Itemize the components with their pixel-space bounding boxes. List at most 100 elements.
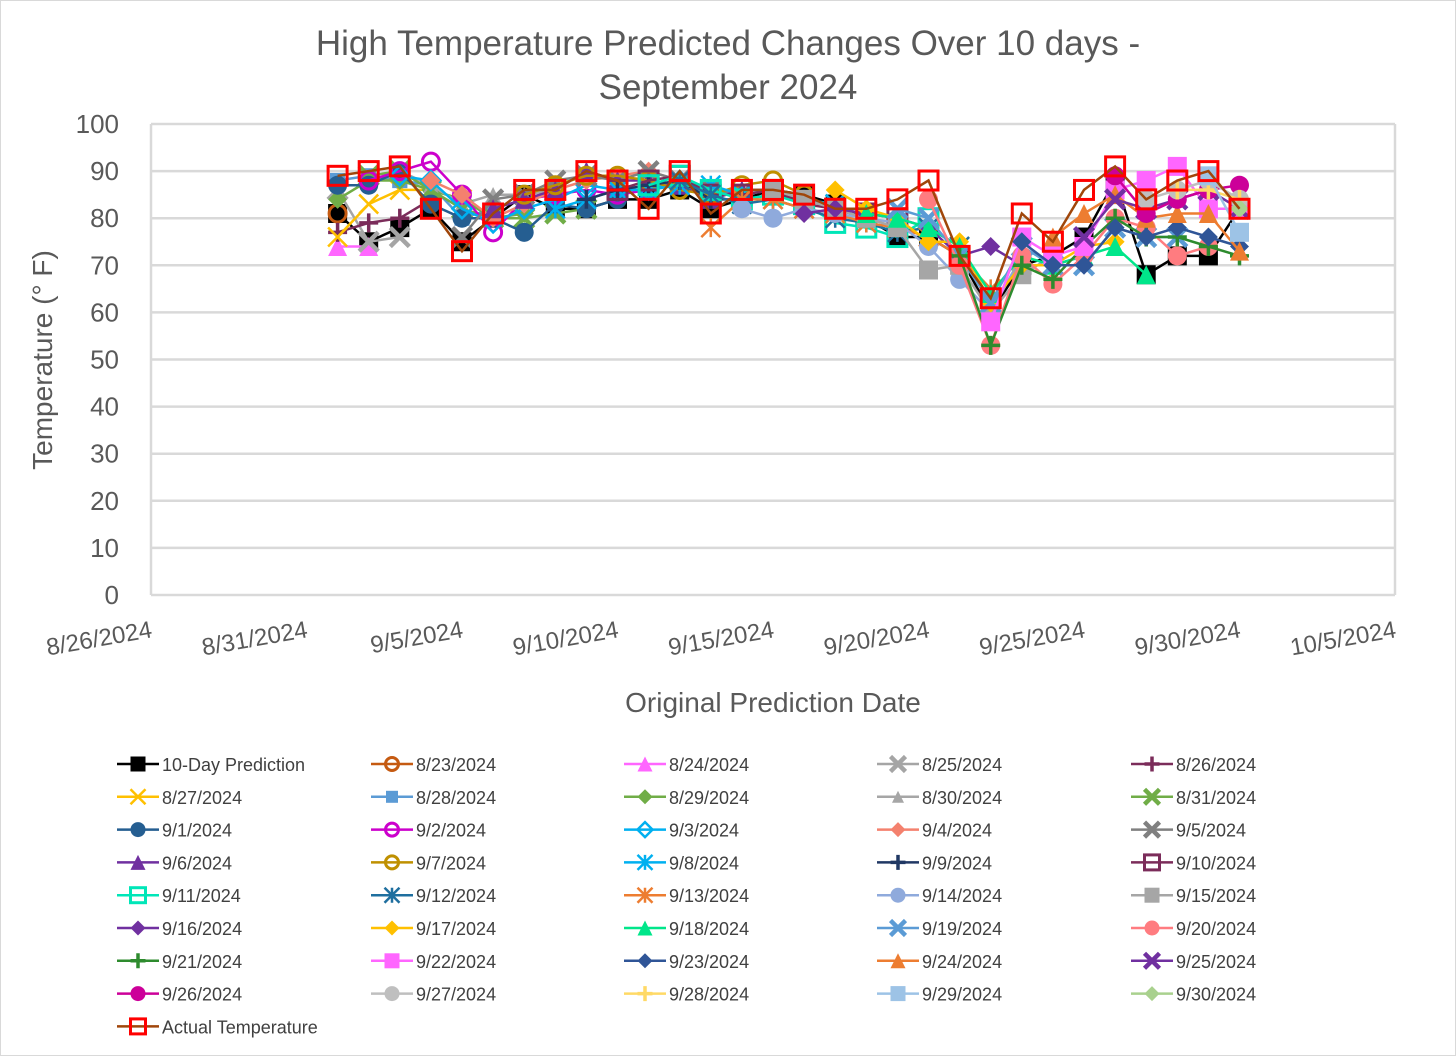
data-point <box>1073 178 1095 201</box>
legend-label: 9/8/2024 <box>669 853 739 873</box>
data-point <box>763 208 783 228</box>
legend-label: 9/28/2024 <box>669 985 749 1005</box>
legend-entry: 9/18/2024 <box>624 919 749 939</box>
legend-label: 9/9/2024 <box>922 853 992 873</box>
data-point <box>452 185 472 205</box>
data-point <box>732 199 752 219</box>
legend-marker <box>892 790 904 803</box>
legend-label: 9/22/2024 <box>416 952 496 972</box>
data-point <box>327 226 348 248</box>
data-point <box>1041 230 1064 253</box>
legend-label: 9/15/2024 <box>1176 886 1256 906</box>
legend-marker <box>129 788 147 806</box>
legend-marker <box>384 920 400 936</box>
data-point <box>1198 203 1218 223</box>
data-point <box>917 169 940 192</box>
legend-label: 8/30/2024 <box>922 788 1002 808</box>
legend-entry: 9/21/2024 <box>117 952 242 972</box>
y-tick-label: 100 <box>76 109 119 139</box>
legend-label: 9/16/2024 <box>162 919 242 939</box>
legend-entry: 8/26/2024 <box>1131 755 1256 775</box>
legend-label: 9/27/2024 <box>416 985 496 1005</box>
data-point <box>762 178 784 201</box>
legend-label: 9/20/2024 <box>1176 919 1256 939</box>
y-tick-label: 20 <box>90 486 119 516</box>
data-point <box>359 213 379 233</box>
x-tick-label: 9/20/2024 <box>822 616 932 661</box>
legend-label: 9/26/2024 <box>162 985 242 1005</box>
legend-label: 9/12/2024 <box>416 886 496 906</box>
legend-entry: 8/29/2024 <box>624 788 749 808</box>
legend-marker <box>1144 986 1160 1002</box>
legend-marker <box>384 821 400 838</box>
series-actual-temperature <box>326 155 1251 310</box>
x-tick-label: 8/26/2024 <box>44 616 154 661</box>
legend-entry: 9/16/2024 <box>117 919 242 939</box>
data-point <box>979 287 1002 310</box>
legend-entry: 8/30/2024 <box>877 788 1002 808</box>
legend-entry: 9/26/2024 <box>117 985 242 1005</box>
data-point <box>1104 188 1127 211</box>
chart-title: High Temperature Predicted Changes Over … <box>0 22 1456 110</box>
data-point <box>981 236 1001 256</box>
legend-label: 9/10/2024 <box>1176 853 1256 873</box>
data-point <box>825 180 845 200</box>
data-point <box>450 197 474 221</box>
series-line <box>741 207 1023 315</box>
legend-marker <box>129 1017 147 1036</box>
data-point <box>1228 197 1251 220</box>
legend-entry: 8/25/2024 <box>877 754 1002 775</box>
data-point <box>1012 232 1032 252</box>
data-point <box>1104 155 1127 178</box>
legend-marker <box>1142 787 1162 806</box>
y-tick-label: 40 <box>90 392 119 422</box>
legend-entry: 9/22/2024 <box>371 952 496 972</box>
legend-label: 9/13/2024 <box>669 886 749 906</box>
legend-label: 9/3/2024 <box>669 821 739 841</box>
data-point <box>1043 255 1063 275</box>
legend-entry: 9/27/2024 <box>371 985 496 1005</box>
legend-entry: 9/3/2024 <box>624 820 739 841</box>
series-line <box>927 198 1209 350</box>
data-point <box>513 178 536 201</box>
data-point <box>639 175 659 195</box>
data-point <box>886 188 909 211</box>
legend-entry: 8/24/2024 <box>624 755 749 775</box>
legend-label: 8/31/2024 <box>1176 788 1256 808</box>
legend-label: Actual Temperature <box>162 1017 318 1037</box>
data-point <box>981 312 1001 332</box>
legend-marker <box>890 953 906 969</box>
legend-marker <box>384 756 400 772</box>
legend-label: 9/30/2024 <box>1176 985 1256 1005</box>
x-tick-label: 9/10/2024 <box>511 616 621 661</box>
y-tick-label: 50 <box>90 345 119 375</box>
legend-marker <box>637 986 653 1002</box>
data-point <box>1074 203 1094 223</box>
legend-label: 9/18/2024 <box>669 919 749 939</box>
data-point <box>1105 185 1125 205</box>
legend-label: 9/23/2024 <box>669 952 749 972</box>
legend-label: 10-Day Prediction <box>162 755 305 775</box>
series-line <box>772 188 1054 315</box>
legend-label: 9/4/2024 <box>922 821 992 841</box>
data-point <box>606 169 629 192</box>
data-point <box>326 164 349 187</box>
data-point <box>1136 265 1156 285</box>
data-point <box>1167 156 1187 176</box>
legend-label: 8/23/2024 <box>416 755 496 775</box>
legend-entry: 9/10/2024 <box>1131 853 1256 873</box>
legend-marker <box>130 756 146 772</box>
legend-entry: 9/15/2024 <box>1131 886 1256 906</box>
data-point <box>1012 255 1032 275</box>
legend-label: 9/25/2024 <box>1176 952 1256 972</box>
data-point <box>1230 222 1249 242</box>
data-point <box>328 189 348 209</box>
y-tick-label: 0 <box>105 580 119 610</box>
data-point <box>1198 166 1218 186</box>
data-point <box>730 178 753 201</box>
data-point <box>419 197 442 220</box>
series-line <box>709 198 992 290</box>
data-point <box>1230 175 1249 195</box>
data-point <box>1072 225 1096 249</box>
legend-entry: 8/28/2024 <box>371 788 496 808</box>
